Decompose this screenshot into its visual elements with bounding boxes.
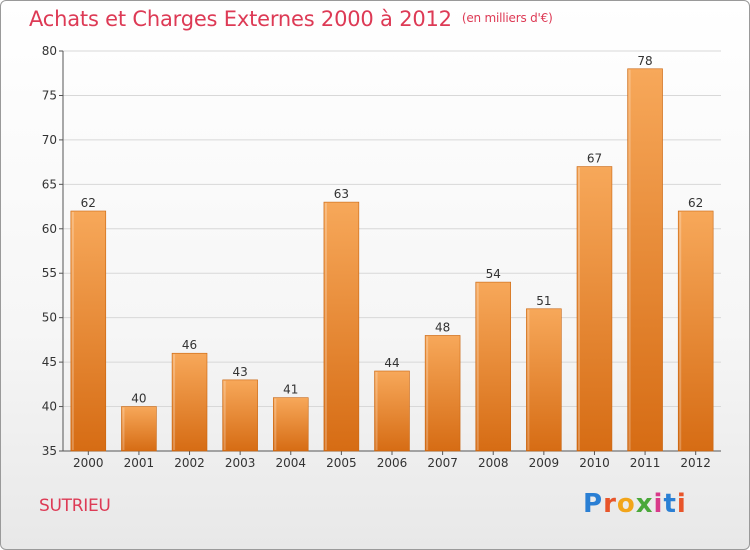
brand-letter: o — [616, 489, 636, 519]
bar-highlight — [679, 212, 682, 450]
labels: 35 40 45 50 55 60 65 70 75 80 62 2000 40 2001 46 2002 43… — [42, 44, 711, 470]
x-tick-label-2002: 2002 — [174, 456, 205, 470]
x-tick-label-2009: 2009 — [529, 456, 560, 470]
x-tick-label-2007: 2007 — [427, 456, 458, 470]
bar-highlight — [577, 167, 580, 451]
bar-highlight — [274, 398, 277, 450]
x-tick-label-2003: 2003 — [225, 456, 256, 470]
data-label-2004: 41 — [283, 383, 298, 397]
data-label-2003: 43 — [233, 365, 248, 379]
bar-2000 — [70, 210, 107, 452]
bar-highlight — [122, 407, 125, 450]
y-tick-label: 50 — [42, 311, 57, 325]
bar-2005 — [323, 201, 360, 452]
bar-2007 — [424, 335, 461, 452]
bar-highlight — [375, 372, 378, 450]
y-tick-label: 45 — [42, 355, 57, 369]
data-label-2002: 46 — [182, 338, 197, 352]
x-tick-label-2006: 2006 — [377, 456, 408, 470]
brand-letter: i — [676, 489, 687, 519]
bar-2002 — [171, 352, 208, 452]
y-tick-label: 35 — [42, 444, 57, 458]
bar-2006 — [374, 370, 410, 452]
y-tick-label: 80 — [42, 44, 57, 58]
x-tick-label-2005: 2005 — [326, 456, 357, 470]
data-label-2010: 67 — [587, 152, 602, 166]
bar-highlight — [628, 69, 631, 451]
y-tick-label: 60 — [42, 222, 57, 236]
x-tick-label-2001: 2001 — [124, 456, 155, 470]
bar-2003 — [222, 379, 258, 452]
y-tick-label: 70 — [42, 133, 57, 147]
y-tick-label: 65 — [42, 177, 57, 191]
bar-2011 — [627, 68, 663, 452]
bar-highlight — [173, 354, 176, 450]
brand-letter: x — [635, 489, 654, 519]
brand-letter: t — [663, 489, 677, 519]
data-label-2008: 54 — [486, 267, 501, 281]
bar-highlight — [71, 212, 74, 450]
brand-letter: P — [583, 489, 604, 519]
brand-letter: i — [653, 489, 664, 519]
data-label-2007: 48 — [435, 320, 450, 334]
x-tick-label-2008: 2008 — [478, 456, 509, 470]
x-tick-label-2004: 2004 — [275, 456, 306, 470]
commune-name: SUTRIEU — [39, 496, 111, 516]
y-tick-label: 40 — [42, 400, 57, 414]
data-label-2006: 44 — [384, 356, 399, 370]
chart-title-text: Achats et Charges Externes 2000 à 2012 — [29, 7, 452, 31]
data-label-2009: 51 — [536, 294, 551, 308]
brand-letter: r — [603, 489, 617, 519]
bar-highlight — [223, 380, 226, 450]
bar-2001 — [121, 406, 157, 452]
x-tick-label-2010: 2010 — [579, 456, 610, 470]
y-tick-label: 75 — [42, 88, 57, 102]
x-tick-label-2000: 2000 — [73, 456, 104, 470]
chart-title: Achats et Charges Externes 2000 à 2012 (e… — [29, 7, 553, 31]
data-label-2005: 63 — [334, 187, 349, 201]
chart-unit: (en milliers d'€) — [461, 11, 553, 25]
bar-highlight — [476, 283, 479, 450]
y-tick-label: 55 — [42, 266, 57, 280]
bar-2008 — [475, 281, 511, 452]
bar-highlight — [527, 309, 530, 450]
x-tick-label-2011: 2011 — [630, 456, 661, 470]
bars — [70, 68, 714, 452]
bar-2009 — [526, 308, 562, 452]
x-tick-label-2012: 2012 — [680, 456, 711, 470]
bar-2004 — [273, 397, 309, 452]
data-label-2001: 40 — [131, 392, 146, 406]
data-label-2000: 62 — [81, 196, 96, 210]
bar-highlight — [426, 336, 429, 450]
bar-highlight — [324, 203, 327, 450]
data-label-2012: 62 — [688, 196, 703, 210]
bar-2010 — [576, 166, 613, 452]
bar-2012 — [677, 210, 714, 452]
data-label-2011: 78 — [637, 54, 652, 68]
